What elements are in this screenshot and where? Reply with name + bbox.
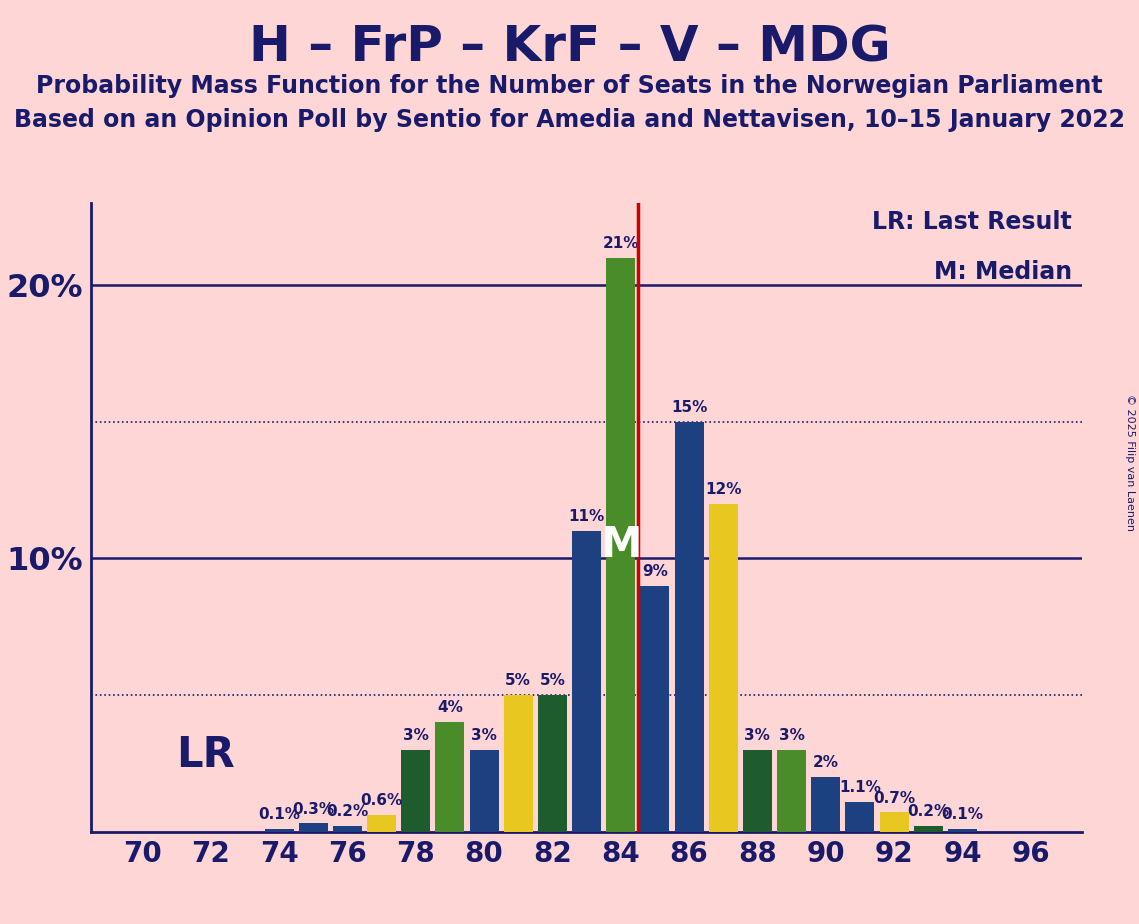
Text: 2%: 2% [813,755,838,770]
Bar [948,829,977,832]
Bar [401,749,431,832]
Bar [333,826,362,832]
Bar [879,812,909,832]
Bar [913,826,943,832]
Text: 0.2%: 0.2% [326,804,369,820]
Text: H – FrP – KrF – V – MDG: H – FrP – KrF – V – MDG [248,23,891,71]
Bar [845,801,875,832]
Text: © 2025 Filip van Laenen: © 2025 Filip van Laenen [1125,394,1134,530]
Bar [503,695,533,832]
Text: 11%: 11% [568,509,605,524]
Bar [435,723,465,832]
Text: 0.7%: 0.7% [874,791,915,806]
Bar [811,777,841,832]
Bar [674,422,704,832]
Text: 3%: 3% [779,728,804,743]
Text: M: Median: M: Median [934,260,1072,284]
Bar [264,829,294,832]
Text: 3%: 3% [472,728,497,743]
Text: 0.1%: 0.1% [942,807,983,822]
Text: 0.6%: 0.6% [360,794,403,808]
Text: LR: Last Result: LR: Last Result [872,210,1072,234]
Bar [572,531,601,832]
Bar [298,823,328,832]
Text: 9%: 9% [642,564,667,579]
Bar [640,586,670,832]
Text: 21%: 21% [603,237,639,251]
Bar [469,749,499,832]
Bar [708,504,738,832]
Text: 4%: 4% [437,700,462,715]
Text: 0.2%: 0.2% [907,804,950,820]
Text: M: M [600,524,641,565]
Text: 5%: 5% [540,674,565,688]
Bar [743,749,772,832]
Bar [777,749,806,832]
Bar [367,815,396,832]
Bar [538,695,567,832]
Text: Probability Mass Function for the Number of Seats in the Norwegian Parliament: Probability Mass Function for the Number… [36,74,1103,98]
Text: LR: LR [177,734,236,776]
Text: Based on an Opinion Poll by Sentio for Amedia and Nettavisen, 10–15 January 2022: Based on an Opinion Poll by Sentio for A… [14,108,1125,132]
Text: 5%: 5% [506,674,531,688]
Text: 12%: 12% [705,482,741,497]
Text: 0.3%: 0.3% [293,802,334,817]
Text: 0.1%: 0.1% [259,807,300,822]
Text: 1.1%: 1.1% [839,780,880,795]
Text: 15%: 15% [671,400,707,415]
Bar [606,258,636,832]
Text: 3%: 3% [745,728,770,743]
Text: 3%: 3% [403,728,428,743]
